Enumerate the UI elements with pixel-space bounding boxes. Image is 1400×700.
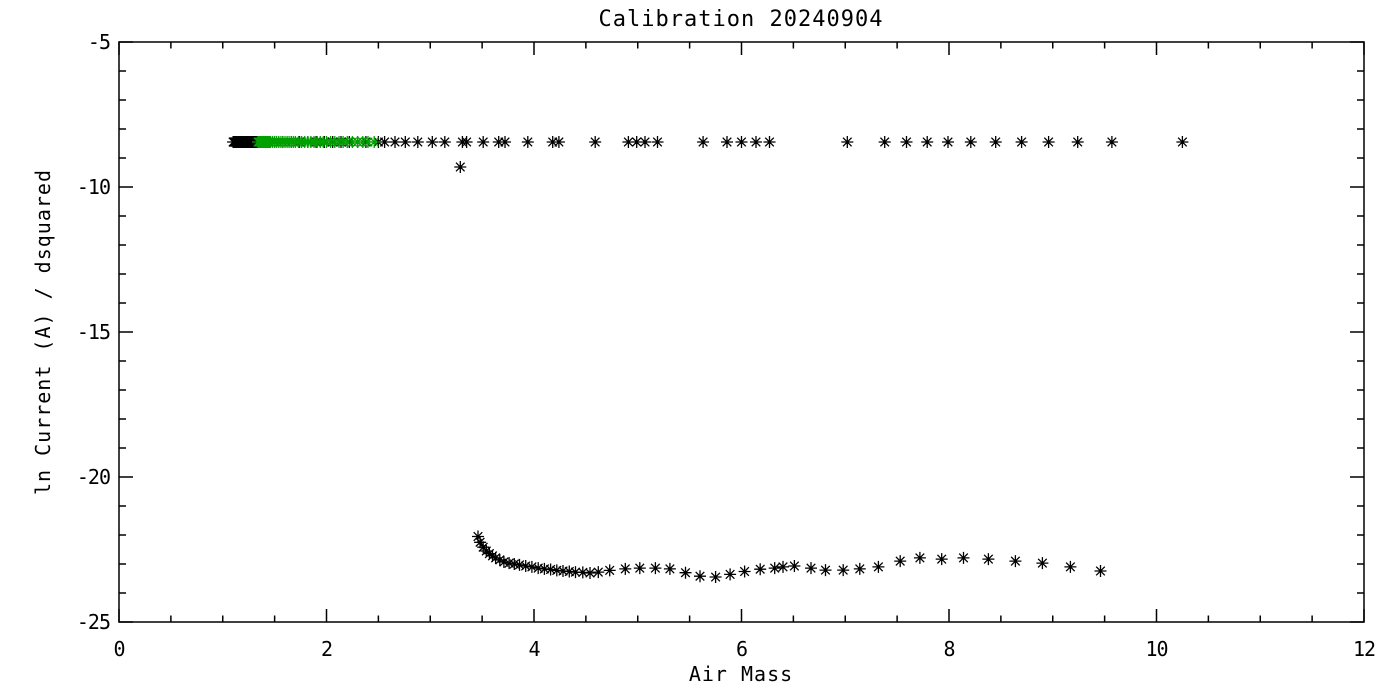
- y-tick-label: -10: [77, 175, 110, 199]
- data-markers: [227, 136, 1189, 583]
- x-tick-label: 4: [528, 637, 540, 661]
- x-axis-label: Air Mass: [689, 662, 793, 686]
- axes: 0 2 4 6 8 10 12 -5 -10 -15 -20 -25: [77, 30, 1376, 661]
- x-tick-label: 6: [736, 637, 747, 661]
- y-axis-ticks: [119, 41, 1364, 623]
- x-tick-label: 2: [321, 637, 332, 661]
- y-tick-label: -25: [77, 610, 110, 634]
- y-axis-label: ln Current (A) / dsquared: [31, 169, 55, 495]
- series-upper-band-green: [252, 136, 381, 148]
- x-tick-label: 8: [943, 637, 954, 661]
- x-tick-label: 10: [1145, 637, 1167, 661]
- plot-box: [118, 41, 1365, 623]
- x-tick-label: 12: [1353, 637, 1375, 661]
- chart-title: Calibration 20240904: [599, 7, 884, 32]
- series-lower-curve-black: [472, 530, 1107, 583]
- y-tick-label: -15: [77, 320, 110, 344]
- y-tick-label: -5: [88, 30, 110, 54]
- x-axis-ticks: [118, 42, 1365, 622]
- x-tick-label: 0: [113, 637, 124, 661]
- y-tick-label: -20: [77, 465, 110, 489]
